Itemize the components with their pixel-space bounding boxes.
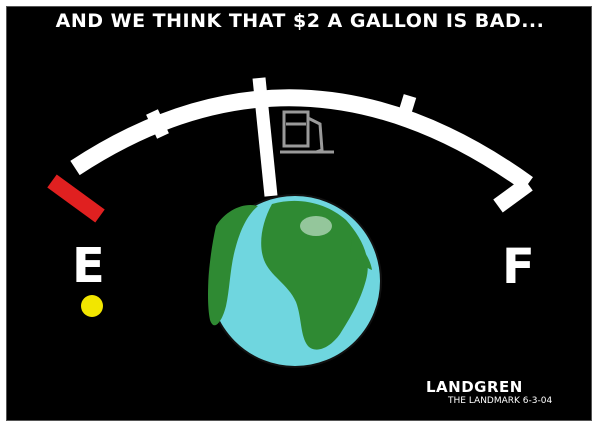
low-fuel-light-icon (81, 295, 103, 317)
artist-signature: LANDGREN (426, 378, 523, 396)
full-label: F (502, 239, 535, 295)
land-africa (261, 200, 368, 350)
empty-label: E (72, 238, 105, 294)
globe (208, 194, 382, 368)
empty-marker (47, 174, 105, 223)
gauge-arc (70, 89, 533, 191)
gauge-arc-end (493, 177, 533, 213)
cartoon-caption: AND WE THINK THAT $2 A GALLON IS BAD... (55, 10, 545, 32)
gauge-tick (395, 94, 417, 124)
publication-date: THE LANDMARK 6-3-04 (448, 396, 553, 406)
fuel-pump-icon (280, 110, 334, 154)
land-americas (208, 204, 258, 326)
land-arabia (350, 240, 372, 270)
gauge-needle (252, 77, 278, 197)
gauge-tick (146, 109, 169, 139)
